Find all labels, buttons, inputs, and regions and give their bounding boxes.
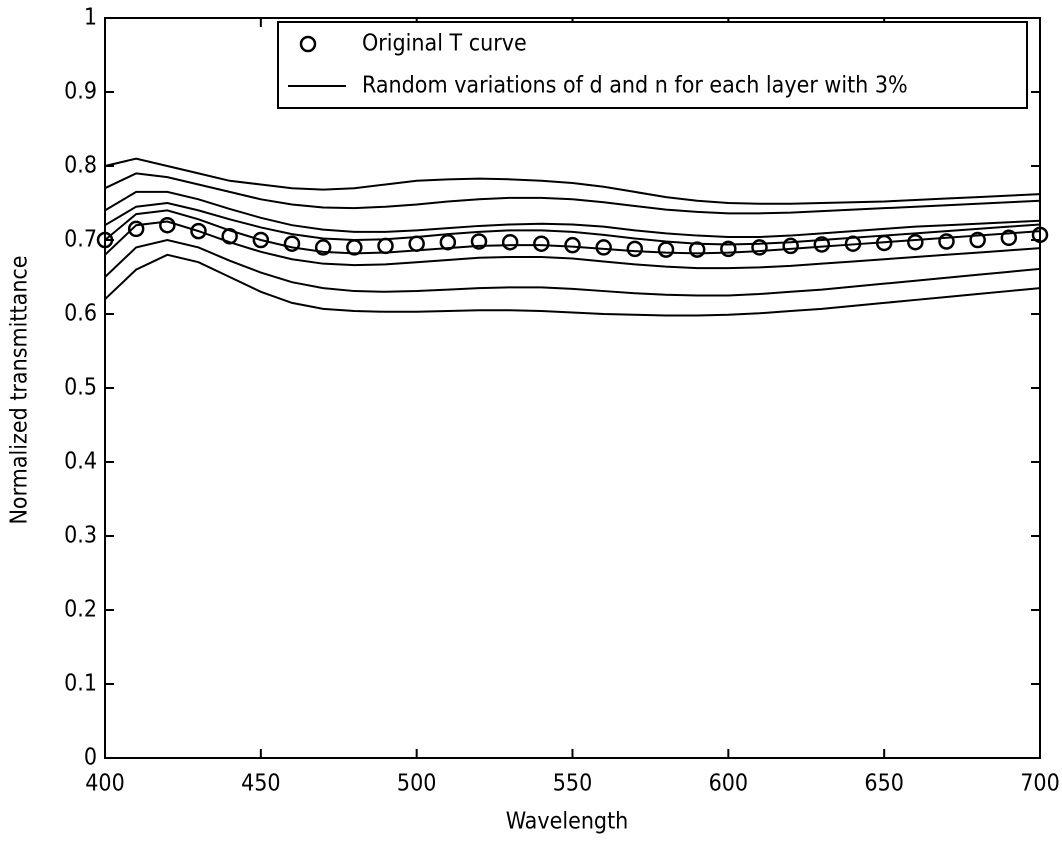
data-point <box>564 236 581 254</box>
x-tick-label: 450 <box>241 771 281 797</box>
data-point <box>938 233 955 250</box>
x-tick-label: 700 <box>1020 771 1060 797</box>
y-tick-label: 0 <box>84 745 97 771</box>
y-tick-label: 0.4 <box>64 449 97 475</box>
series-line <box>104 172 1041 215</box>
series-line <box>104 157 1041 205</box>
data-point <box>283 235 301 252</box>
data-point <box>657 241 675 258</box>
series-line <box>104 190 1041 239</box>
data-point <box>751 239 768 256</box>
series-line <box>104 220 1041 270</box>
y-axis-label: Normalized transmittance <box>7 255 33 524</box>
y-tick-label: 0.5 <box>64 375 97 401</box>
y-tick-label: 1 <box>84 5 97 31</box>
data-point <box>626 240 644 258</box>
y-tick-label: 0.2 <box>64 597 97 623</box>
data-point <box>190 222 207 240</box>
data-point <box>782 237 799 255</box>
x-tick-label: 400 <box>85 771 125 797</box>
data-point <box>813 236 831 253</box>
data-point <box>439 233 457 251</box>
data-point <box>346 239 363 256</box>
y-tick-label: 0.9 <box>64 79 97 105</box>
y-tick-label: 0.6 <box>64 301 97 327</box>
data-point <box>252 231 270 249</box>
legend-box <box>277 21 1028 109</box>
series-line <box>104 209 1041 255</box>
x-tick-label: 600 <box>709 771 749 797</box>
data-point <box>96 231 114 249</box>
data-point <box>221 228 238 245</box>
x-tick-label: 650 <box>864 771 904 797</box>
data-point <box>377 237 394 255</box>
data-point <box>907 233 924 251</box>
data-point <box>408 235 425 252</box>
data-point <box>1031 226 1049 244</box>
data-point <box>844 235 862 252</box>
legend-label: Random variations of d and n for each la… <box>362 73 908 99</box>
series-line <box>104 238 1041 297</box>
legend-label: Original T curve <box>362 31 527 57</box>
data-point <box>720 240 737 258</box>
data-point <box>159 216 176 234</box>
data-point <box>875 234 893 252</box>
data-point <box>533 235 550 252</box>
x-tick-label: 550 <box>553 771 593 797</box>
y-tick-label: 0.3 <box>64 523 97 549</box>
data-point <box>314 239 332 256</box>
x-axis-label: Wavelength <box>506 809 629 835</box>
series-line <box>104 253 1041 317</box>
data-point <box>688 241 706 258</box>
data-point <box>127 220 145 238</box>
data-point <box>969 231 986 249</box>
data-point <box>501 233 519 251</box>
y-tick-label: 0.8 <box>64 153 97 179</box>
y-tick-label: 0.7 <box>64 227 97 253</box>
y-tick-label: 0.1 <box>64 671 97 697</box>
data-point <box>595 239 612 256</box>
plot-frame <box>104 17 1041 759</box>
x-tick-label: 500 <box>397 771 437 797</box>
data-point <box>470 233 488 250</box>
data-point <box>1000 229 1018 247</box>
legend-marker <box>299 35 317 53</box>
